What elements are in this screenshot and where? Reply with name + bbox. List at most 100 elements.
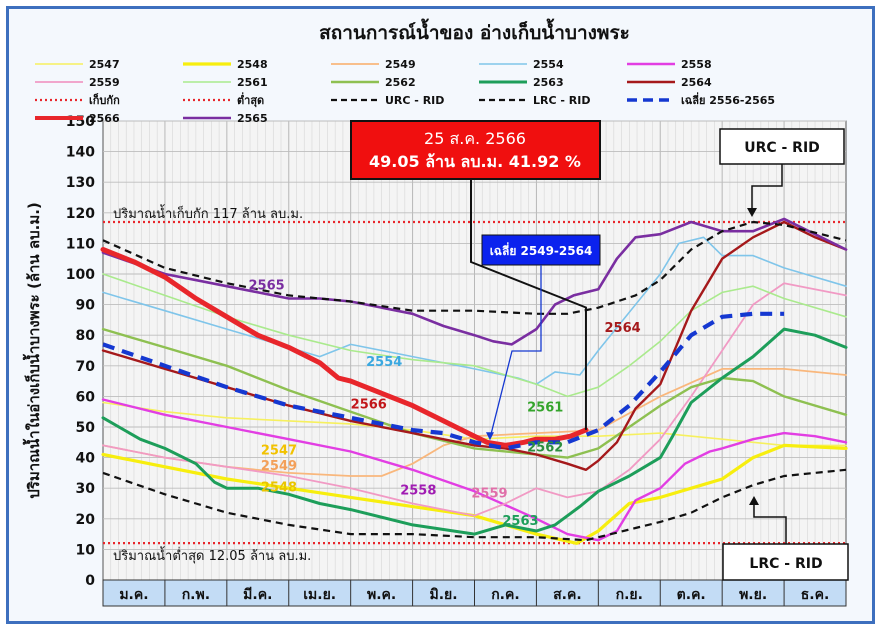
reference-label-max: ปริมาณน้ำเก็บกัก 117 ล้าน ลบ.ม. [113,204,303,222]
y-tick-label: 130 [66,175,95,191]
series-line [102,282,847,517]
y-tick-label: 30 [76,481,96,497]
chart-title: สถานการณ์น้ำของ อ่างเก็บน้ำบางพระ [319,18,630,44]
legend-label: 2566 [89,112,120,125]
series-line [102,273,847,398]
series-line [101,398,848,542]
legend-label: 2563 [533,76,564,89]
y-tick-label: 50 [76,420,96,436]
series-labels: 2547 2548 2549 2554 2558 2559 2561 2562 2563 2564… [249,278,641,529]
legend-label: เก็บกัก [89,93,120,107]
callout-pointer [470,179,587,430]
series-line [101,220,848,471]
urc-arrowhead [747,208,757,217]
series-line [101,327,848,459]
x-tick-label: ม.ค. [119,587,148,603]
legend-label: 2562 [385,76,416,89]
x-axis: ม.ค. ก.พ. มี.ค. เม.ย. พ.ค. มิ.ย. ก.ค. ส.ค. ก.ย. ต… [102,579,847,607]
series-label: 2561 [527,401,563,416]
legend-label: 2554 [533,58,564,71]
series-label: 2566 [351,398,387,413]
average-text: เฉลี่ย 2549-2564 [490,242,593,258]
series-line [101,327,848,536]
urc-box [719,128,845,165]
series-line [102,468,847,542]
legend-label: 2565 [237,112,268,125]
series-label: 2554 [366,355,402,370]
chart-svg: สถานการณ์น้ำของ อ่างเก็บน้ำบางพระ 0 10 20 30… [22,18,849,607]
series-label: 2565 [249,278,285,293]
y-tick-label: 110 [66,236,95,252]
x-tick-label: ส.ค. [553,587,582,603]
y-tick-label: 120 [66,206,95,222]
x-tick-label: ต.ค. [677,587,706,603]
y-tick-label: 20 [76,512,96,528]
y-tick-label: 70 [76,359,96,375]
y-tick-label: 40 [76,451,96,467]
lrc-box [722,543,849,581]
series-line [100,247,589,448]
x-tick-label: ธ.ค. [801,587,830,603]
urc-label: URC - RID [719,128,845,217]
lrc-label: LRC - RID [722,496,849,581]
callout-date: 25 ส.ค. 2566 [424,129,526,148]
lrc-text: LRC - RID [749,556,822,572]
x-tick-label: มิ.ย. [430,587,458,603]
y-tick-label: 140 [66,145,95,161]
vertical-gridlines [110,121,839,580]
legend-label: 2549 [385,58,416,71]
x-tick-label: พ.ค. [367,587,396,603]
series-label: 2547 [261,444,297,459]
lrc-arrowhead [749,496,759,505]
legend-label: เฉลี่ย 2556-2565 [681,92,775,107]
legend-label: 2547 [89,58,120,71]
average-box [481,234,601,266]
series-line [102,311,785,451]
series-label: 2563 [502,514,538,529]
x-tick-label: พ.ย. [739,587,767,603]
legend-label: 2558 [681,58,712,71]
reference-label-min: ปริมาณน้ำต่ำสุด 12.05 ล้าน ลบ.ม. [113,546,311,564]
y-tick-label: 10 [76,542,96,558]
urc-pointer [751,164,783,209]
legend-label: URC - RID [385,94,444,107]
series-line [102,401,847,447]
average-pointer [489,265,542,439]
x-tick-label: เม.ย. [303,587,336,603]
callout-box [350,120,601,180]
y-tick-label: 90 [76,298,96,314]
series-lines [100,217,848,545]
y-tick-label: 100 [66,267,95,283]
series-label: 2559 [471,486,507,501]
legend-label: 2548 [237,58,268,71]
x-tick-label: มี.ค. [243,587,272,603]
y-axis-label: ปริมาณน้ำในอ่างเก็บน้ำบางพระ (ล้าน ลบ.ม.… [22,202,43,499]
legend-label: 2559 [89,76,120,89]
x-tick-label: ก.พ. [182,587,210,603]
average-arrowhead [485,432,494,441]
series-label: 2549 [261,459,297,474]
series-label: 2548 [261,480,297,495]
series-label: 2558 [400,483,436,498]
legend-label: 2564 [681,76,712,89]
x-tick-label: ก.ย. [616,587,643,603]
y-tick-label: 80 [76,328,96,344]
legend: 2547 2548 2549 2554 2558 2559 2561 2562 2563 2564… [35,58,775,125]
average-label: เฉลี่ย 2549-2564 [481,234,601,441]
callout-value: 49.05 ล้าน ลบ.ม. 41.92 % [369,152,581,171]
legend-label: 2561 [237,76,268,89]
series-label: 2564 [605,321,641,336]
series-line [101,443,848,545]
urc-text: URC - RID [744,140,820,156]
y-tick-label: 0 [85,573,95,589]
lrc-pointer [753,504,787,544]
chart-frame: สถานการณ์น้ำของ อ่างเก็บน้ำบางพระ 0 10 20 30… [6,6,875,624]
series-label: 2562 [527,440,563,455]
y-tick-label: 60 [76,389,96,405]
series-line [102,220,847,315]
legend-label: LRC - RID [533,94,590,107]
x-tick-label: ก.ค. [491,587,519,603]
legend-label: ต่ำสุด [237,92,264,108]
series-line [102,368,847,477]
